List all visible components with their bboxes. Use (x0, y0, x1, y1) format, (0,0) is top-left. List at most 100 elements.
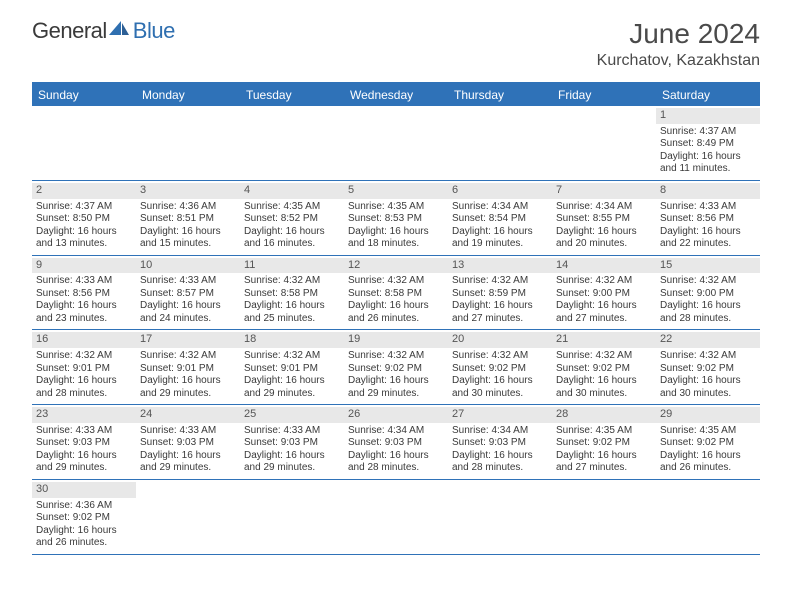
daylight-line: Daylight: 16 hours and 24 minutes. (140, 300, 236, 325)
daylight-line: Daylight: 16 hours and 29 minutes. (36, 450, 132, 475)
date-number: 15 (656, 258, 760, 274)
empty-cell (656, 480, 760, 554)
day-cell: 13Sunrise: 4:32 AMSunset: 8:59 PMDayligh… (448, 256, 552, 330)
weekday-header: Friday (552, 84, 656, 106)
day-cell: 15Sunrise: 4:32 AMSunset: 9:00 PMDayligh… (656, 256, 760, 330)
sunset-line: Sunset: 9:02 PM (660, 363, 756, 376)
daylight-line: Daylight: 16 hours and 29 minutes. (140, 375, 236, 400)
sunrise-line: Sunrise: 4:34 AM (556, 201, 652, 214)
weekday-header: Saturday (656, 84, 760, 106)
sunset-line: Sunset: 8:49 PM (660, 138, 756, 151)
daylight-line: Daylight: 16 hours and 30 minutes. (660, 375, 756, 400)
sunset-line: Sunset: 8:52 PM (244, 213, 340, 226)
sunset-line: Sunset: 9:03 PM (36, 437, 132, 450)
sunset-line: Sunset: 8:51 PM (140, 213, 236, 226)
daylight-line: Daylight: 16 hours and 30 minutes. (556, 375, 652, 400)
daylight-line: Daylight: 16 hours and 29 minutes. (348, 375, 444, 400)
sunrise-line: Sunrise: 4:33 AM (140, 275, 236, 288)
sunrise-line: Sunrise: 4:32 AM (660, 275, 756, 288)
sunrise-line: Sunrise: 4:34 AM (452, 201, 548, 214)
week-row: 2Sunrise: 4:37 AMSunset: 8:50 PMDaylight… (32, 181, 760, 256)
sunrise-line: Sunrise: 4:35 AM (556, 425, 652, 438)
sunset-line: Sunset: 9:01 PM (36, 363, 132, 376)
sunrise-line: Sunrise: 4:35 AM (348, 201, 444, 214)
title-block: June 2024 Kurchatov, Kazakhstan (597, 18, 760, 70)
date-number: 11 (240, 258, 344, 274)
sunrise-line: Sunrise: 4:37 AM (660, 126, 756, 139)
daylight-line: Daylight: 16 hours and 23 minutes. (36, 300, 132, 325)
date-number: 23 (32, 407, 136, 423)
sunrise-line: Sunrise: 4:32 AM (348, 350, 444, 363)
sunrise-line: Sunrise: 4:32 AM (556, 350, 652, 363)
sunrise-line: Sunrise: 4:35 AM (660, 425, 756, 438)
sunrise-line: Sunrise: 4:35 AM (244, 201, 340, 214)
sunrise-line: Sunrise: 4:33 AM (36, 425, 132, 438)
daylight-line: Daylight: 16 hours and 22 minutes. (660, 226, 756, 251)
sunrise-line: Sunrise: 4:33 AM (140, 425, 236, 438)
weekday-header: Monday (136, 84, 240, 106)
weekday-header: Tuesday (240, 84, 344, 106)
date-number: 13 (448, 258, 552, 274)
date-number: 9 (32, 258, 136, 274)
daylight-line: Daylight: 16 hours and 26 minutes. (348, 300, 444, 325)
date-number: 3 (136, 183, 240, 199)
day-cell: 10Sunrise: 4:33 AMSunset: 8:57 PMDayligh… (136, 256, 240, 330)
day-cell: 24Sunrise: 4:33 AMSunset: 9:03 PMDayligh… (136, 405, 240, 479)
page-header: General Blue June 2024 Kurchatov, Kazakh… (0, 0, 792, 78)
empty-cell (136, 480, 240, 554)
sunrise-line: Sunrise: 4:32 AM (36, 350, 132, 363)
date-number: 6 (448, 183, 552, 199)
day-cell: 11Sunrise: 4:32 AMSunset: 8:58 PMDayligh… (240, 256, 344, 330)
day-cell: 14Sunrise: 4:32 AMSunset: 9:00 PMDayligh… (552, 256, 656, 330)
daylight-line: Daylight: 16 hours and 19 minutes. (452, 226, 548, 251)
daylight-line: Daylight: 16 hours and 13 minutes. (36, 226, 132, 251)
sunrise-line: Sunrise: 4:32 AM (556, 275, 652, 288)
day-cell: 5Sunrise: 4:35 AMSunset: 8:53 PMDaylight… (344, 181, 448, 255)
sunrise-line: Sunrise: 4:32 AM (452, 275, 548, 288)
date-number: 16 (32, 332, 136, 348)
day-cell: 18Sunrise: 4:32 AMSunset: 9:01 PMDayligh… (240, 330, 344, 404)
brand-logo: General Blue (32, 18, 175, 44)
brand-text-2: Blue (133, 18, 175, 44)
sunrise-line: Sunrise: 4:33 AM (244, 425, 340, 438)
day-cell: 23 Sunrise: 4:33 AMSunset: 9:03 PMDayligh… (32, 405, 136, 479)
daylight-line: Daylight: 16 hours and 29 minutes. (244, 450, 340, 475)
empty-cell (552, 480, 656, 554)
date-number: 26 (344, 407, 448, 423)
sunset-line: Sunset: 9:01 PM (244, 363, 340, 376)
brand-sail-icon (107, 19, 131, 37)
empty-cell (344, 480, 448, 554)
sunrise-line: Sunrise: 4:36 AM (36, 500, 132, 513)
empty-cell (136, 106, 240, 180)
daylight-line: Daylight: 16 hours and 29 minutes. (140, 450, 236, 475)
date-number: 30 (32, 482, 136, 498)
day-cell: 28Sunrise: 4:35 AMSunset: 9:02 PMDayligh… (552, 405, 656, 479)
date-number: 18 (240, 332, 344, 348)
sunset-line: Sunset: 9:03 PM (348, 437, 444, 450)
day-cell: 17Sunrise: 4:32 AMSunset: 9:01 PMDayligh… (136, 330, 240, 404)
sunset-line: Sunset: 8:56 PM (36, 288, 132, 301)
daylight-line: Daylight: 16 hours and 20 minutes. (556, 226, 652, 251)
date-number: 21 (552, 332, 656, 348)
day-cell: 27Sunrise: 4:34 AMSunset: 9:03 PMDayligh… (448, 405, 552, 479)
date-number: 25 (240, 407, 344, 423)
date-number: 29 (656, 407, 760, 423)
empty-cell (552, 106, 656, 180)
sunrise-line: Sunrise: 4:36 AM (140, 201, 236, 214)
sunrise-line: Sunrise: 4:33 AM (36, 275, 132, 288)
sunset-line: Sunset: 9:02 PM (36, 512, 132, 525)
daylight-line: Daylight: 16 hours and 15 minutes. (140, 226, 236, 251)
date-number: 14 (552, 258, 656, 274)
week-row: 16Sunrise: 4:32 AMSunset: 9:01 PMDayligh… (32, 330, 760, 405)
day-cell: 19Sunrise: 4:32 AMSunset: 9:02 PMDayligh… (344, 330, 448, 404)
sunset-line: Sunset: 8:58 PM (244, 288, 340, 301)
sunset-line: Sunset: 8:56 PM (660, 213, 756, 226)
day-cell: 29Sunrise: 4:35 AMSunset: 9:02 PMDayligh… (656, 405, 760, 479)
daylight-line: Daylight: 16 hours and 11 minutes. (660, 151, 756, 176)
daylight-line: Daylight: 16 hours and 28 minutes. (660, 300, 756, 325)
day-cell: 2Sunrise: 4:37 AMSunset: 8:50 PMDaylight… (32, 181, 136, 255)
day-cell: 16 Sunrise: 4:32 AMSunset: 9:01 PMDayligh… (32, 330, 136, 404)
daylight-line: Daylight: 16 hours and 28 minutes. (36, 375, 132, 400)
day-cell: 26Sunrise: 4:34 AMSunset: 9:03 PMDayligh… (344, 405, 448, 479)
sunset-line: Sunset: 8:53 PM (348, 213, 444, 226)
